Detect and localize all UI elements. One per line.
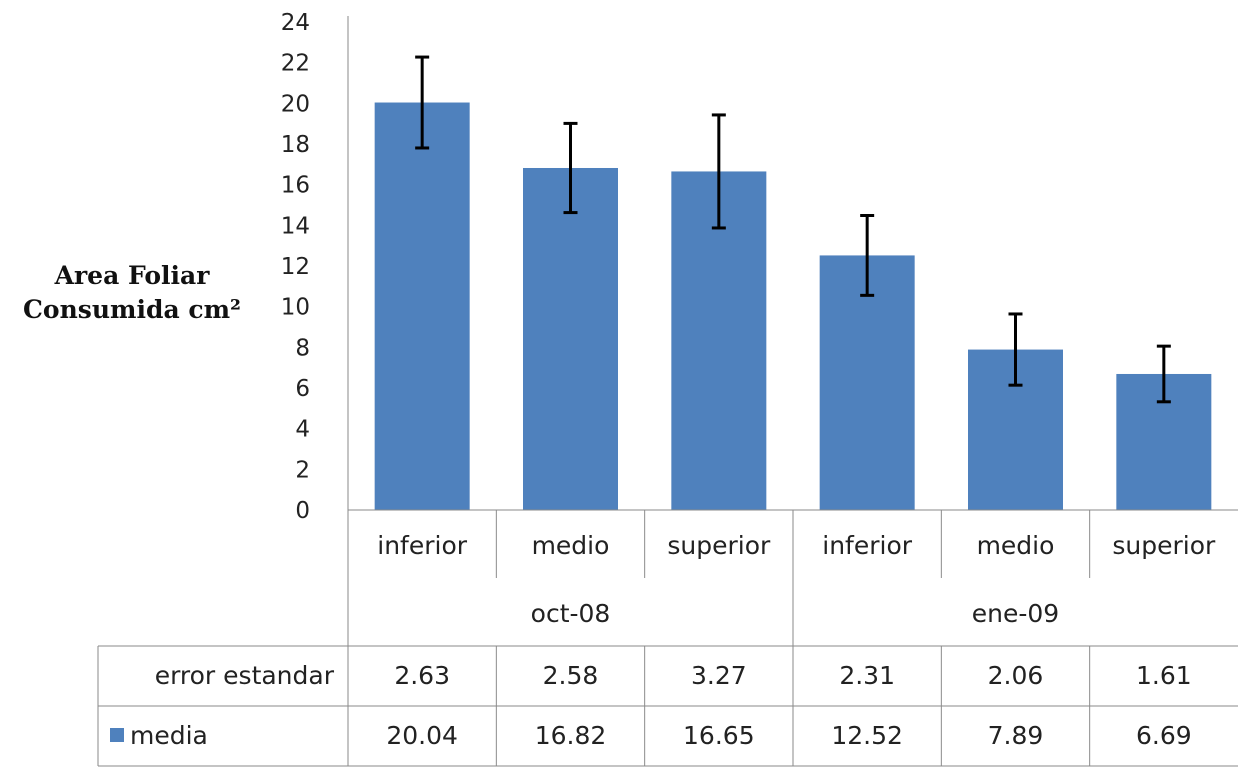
category-label: medio bbox=[532, 531, 610, 560]
table-cell: 2.06 bbox=[988, 661, 1044, 690]
group-label: ene-09 bbox=[972, 599, 1059, 628]
y-tick-label: 8 bbox=[295, 335, 310, 361]
table-cell: 2.63 bbox=[394, 661, 450, 690]
y-tick-label: 20 bbox=[281, 91, 310, 117]
category-label: inferior bbox=[377, 531, 467, 560]
bar bbox=[819, 255, 915, 510]
table-cell: 6.69 bbox=[1136, 721, 1192, 750]
table-row-label: error estandar bbox=[155, 661, 335, 690]
table-cell: 2.58 bbox=[543, 661, 599, 690]
category-label: inferior bbox=[822, 531, 912, 560]
bar bbox=[523, 167, 618, 510]
y-tick-label: 2 bbox=[295, 457, 310, 483]
table-cell: 20.04 bbox=[386, 721, 458, 750]
y-tick-label: 12 bbox=[281, 254, 310, 280]
y-tick-label: 0 bbox=[295, 498, 310, 524]
y-tick-label: 18 bbox=[281, 132, 310, 158]
category-label: superior bbox=[1112, 531, 1216, 560]
y-tick-label: 10 bbox=[281, 295, 310, 321]
y-axis-label-line: Area Foliar bbox=[54, 261, 211, 290]
group-label: oct-08 bbox=[531, 599, 611, 628]
table-cell: 12.52 bbox=[831, 721, 903, 750]
bar bbox=[374, 102, 470, 511]
table-row-label: media bbox=[130, 721, 208, 750]
y-tick-label: 4 bbox=[295, 417, 310, 443]
table-cell: 1.61 bbox=[1136, 661, 1192, 690]
y-tick-label: 16 bbox=[281, 173, 310, 199]
table-cell: 16.82 bbox=[535, 721, 607, 750]
table-cell: 2.31 bbox=[839, 661, 895, 690]
y-tick-label: 22 bbox=[281, 51, 310, 77]
table-cell: 7.89 bbox=[988, 721, 1044, 750]
category-label: medio bbox=[977, 531, 1055, 560]
table-cell: 16.65 bbox=[683, 721, 755, 750]
legend-key-swatch bbox=[110, 728, 124, 742]
y-axis-label: Area Foliar Consumida cm² bbox=[23, 261, 241, 324]
y-axis-label-line: Consumida cm² bbox=[23, 295, 241, 324]
table-cell: 3.27 bbox=[691, 661, 747, 690]
y-tick-label: 14 bbox=[281, 213, 310, 239]
y-tick-label: 6 bbox=[295, 376, 310, 402]
y-tick-label: 24 bbox=[281, 10, 310, 36]
category-label: superior bbox=[667, 531, 771, 560]
